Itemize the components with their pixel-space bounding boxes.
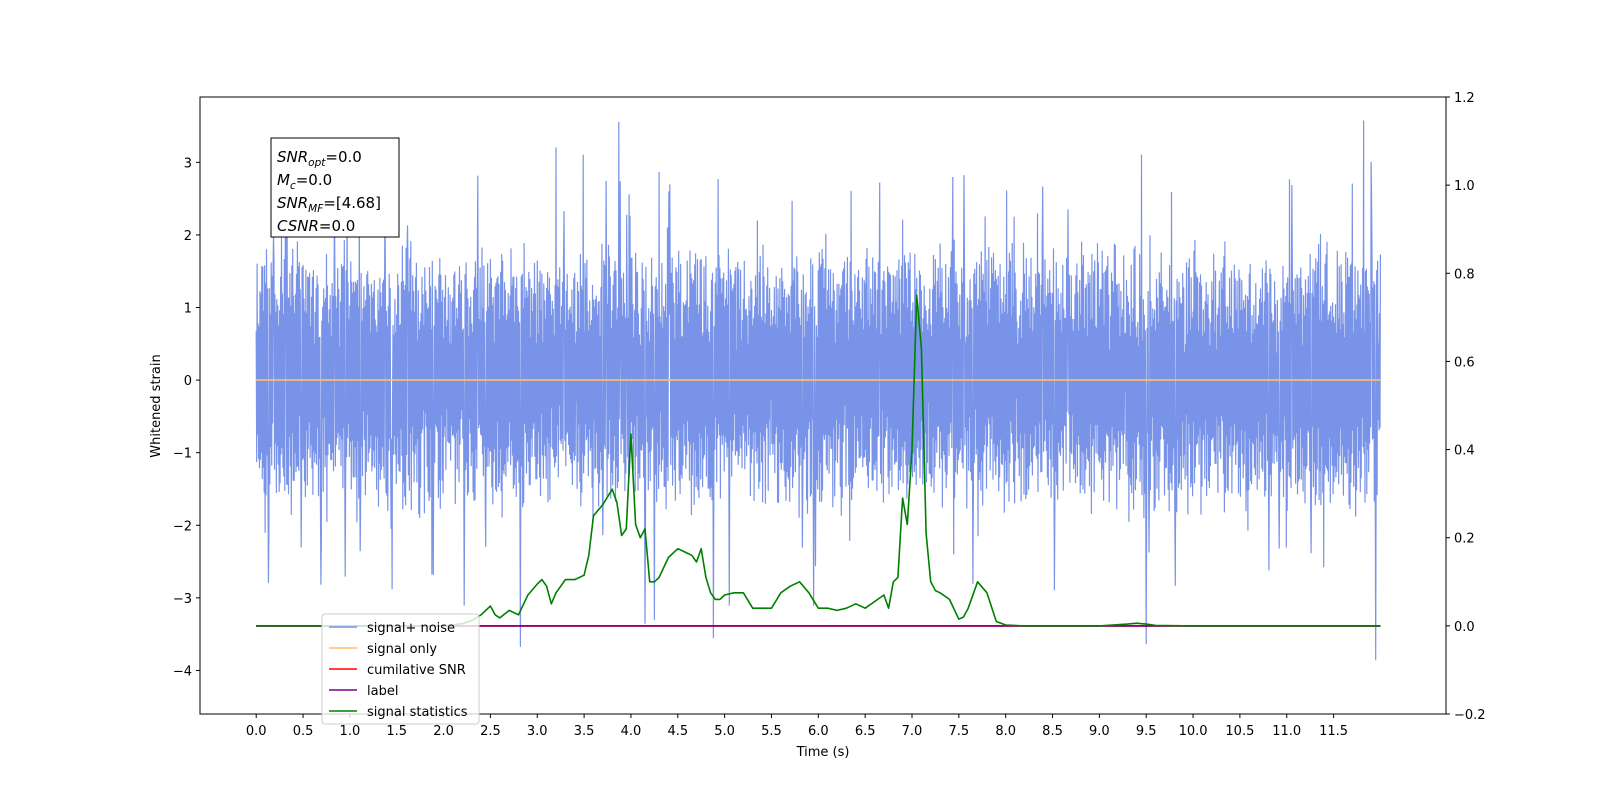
right-y-tick-label: 1.0: [1454, 179, 1475, 194]
x-tick-label: 11.5: [1319, 724, 1348, 739]
right-y-axis-ticks: −0.2 0.0 0.2 0.4 0.6 0.8 1.0 1.2: [1446, 91, 1486, 723]
annotation-subscript: c: [290, 180, 296, 192]
x-tick-label: 6.0: [808, 724, 829, 739]
x-tick-label: 9.5: [1136, 724, 1157, 739]
x-tick-label: 10.5: [1225, 724, 1254, 739]
x-tick-label: 4.5: [667, 724, 688, 739]
left-y-tick-label: −4: [173, 664, 192, 679]
annotation-line: Mc=0.0: [277, 171, 332, 192]
annotation-line: SNRMF=[4.68]: [277, 194, 381, 215]
annotation-symbol: CSNR: [277, 217, 319, 235]
legend: signal+ noise signal only cumilative SNR la…: [321, 613, 480, 725]
x-tick-label: 1.0: [340, 724, 361, 739]
plot-area-frame: [199, 96, 1447, 715]
x-tick-label: 8.5: [1042, 724, 1063, 739]
legend-label: cumilative SNR: [367, 663, 466, 678]
right-y-tick-label: 0.0: [1454, 620, 1475, 635]
x-tick-label: 8.0: [995, 724, 1016, 739]
x-tick-label: 3.0: [527, 724, 548, 739]
left-y-tick-label: 3: [184, 156, 192, 171]
annotation-subscript: MF: [308, 203, 324, 215]
x-tick-label: 5.0: [714, 724, 735, 739]
right-y-tick-label: 0.4: [1454, 444, 1475, 459]
x-tick-label: 10.0: [1179, 724, 1208, 739]
right-y-tick-label: 0.6: [1454, 355, 1475, 370]
x-tick-label: 7.0: [902, 724, 923, 739]
legend-label: signal only: [367, 642, 437, 657]
x-tick-label: 2.0: [433, 724, 454, 739]
x-tick-label: 4.0: [621, 724, 642, 739]
annotation-line: CSNR=0.0: [277, 217, 355, 235]
left-y-tick-label: −1: [173, 447, 192, 462]
series-line-signal-statistics: [256, 294, 1381, 627]
annotation-subscript: opt: [308, 157, 326, 169]
annotation-value: =0.0: [296, 171, 332, 189]
x-tick-label: 0.5: [293, 724, 314, 739]
annotation-value: =0.0: [325, 148, 361, 166]
right-y-tick-label: 1.2: [1454, 91, 1475, 106]
x-tick-label: 5.5: [761, 724, 782, 739]
x-tick-label: 1.5: [386, 724, 407, 739]
left-y-tick-label: −2: [173, 519, 192, 534]
x-axis-ticks: 0.0 0.5 1.0 1.5 2.0 2.5 3.0 3.5 4.0 4.5 5.0 5.5 6.0 6…: [246, 714, 1348, 739]
y-axis-label: Whitened strain: [149, 354, 164, 457]
x-tick-label: 3.5: [574, 724, 595, 739]
x-tick-label: 11.0: [1272, 724, 1301, 739]
annotation-symbol: SNR: [277, 194, 308, 212]
x-tick-label: 7.5: [948, 724, 969, 739]
annotation-symbol: M: [277, 171, 290, 189]
annotation-frame: [270, 137, 400, 238]
legend-label: signal statistics: [367, 705, 468, 720]
left-y-tick-label: 1: [184, 302, 192, 317]
annotation-value: =[4.68]: [323, 194, 381, 212]
legend-label: label: [367, 684, 398, 699]
left-y-tick-label: 2: [184, 229, 192, 244]
x-tick-label: 0.0: [246, 724, 267, 739]
annotation-symbol: SNR: [277, 148, 308, 166]
x-tick-label: 9.0: [1089, 724, 1110, 739]
right-y-tick-label: 0.2: [1454, 532, 1475, 547]
x-axis-label: Time (s): [796, 745, 850, 760]
annotation-line: SNRopt=0.0: [277, 148, 362, 169]
right-y-tick-label: 0.8: [1454, 267, 1475, 282]
right-y-tick-label: −0.2: [1454, 708, 1486, 723]
annotation-value: =0.0: [319, 217, 355, 235]
left-y-tick-label: −3: [173, 592, 192, 607]
legend-frame: [321, 613, 480, 725]
x-tick-label: 2.5: [480, 724, 501, 739]
left-y-axis-ticks: −4 −3 −2 −1 0 1 2 3: [173, 156, 200, 679]
legend-label: signal+ noise: [367, 621, 455, 636]
series-line-signal-noise: [255, 120, 1381, 661]
left-y-tick-label: 0: [184, 374, 192, 389]
x-tick-label: 6.5: [855, 724, 876, 739]
